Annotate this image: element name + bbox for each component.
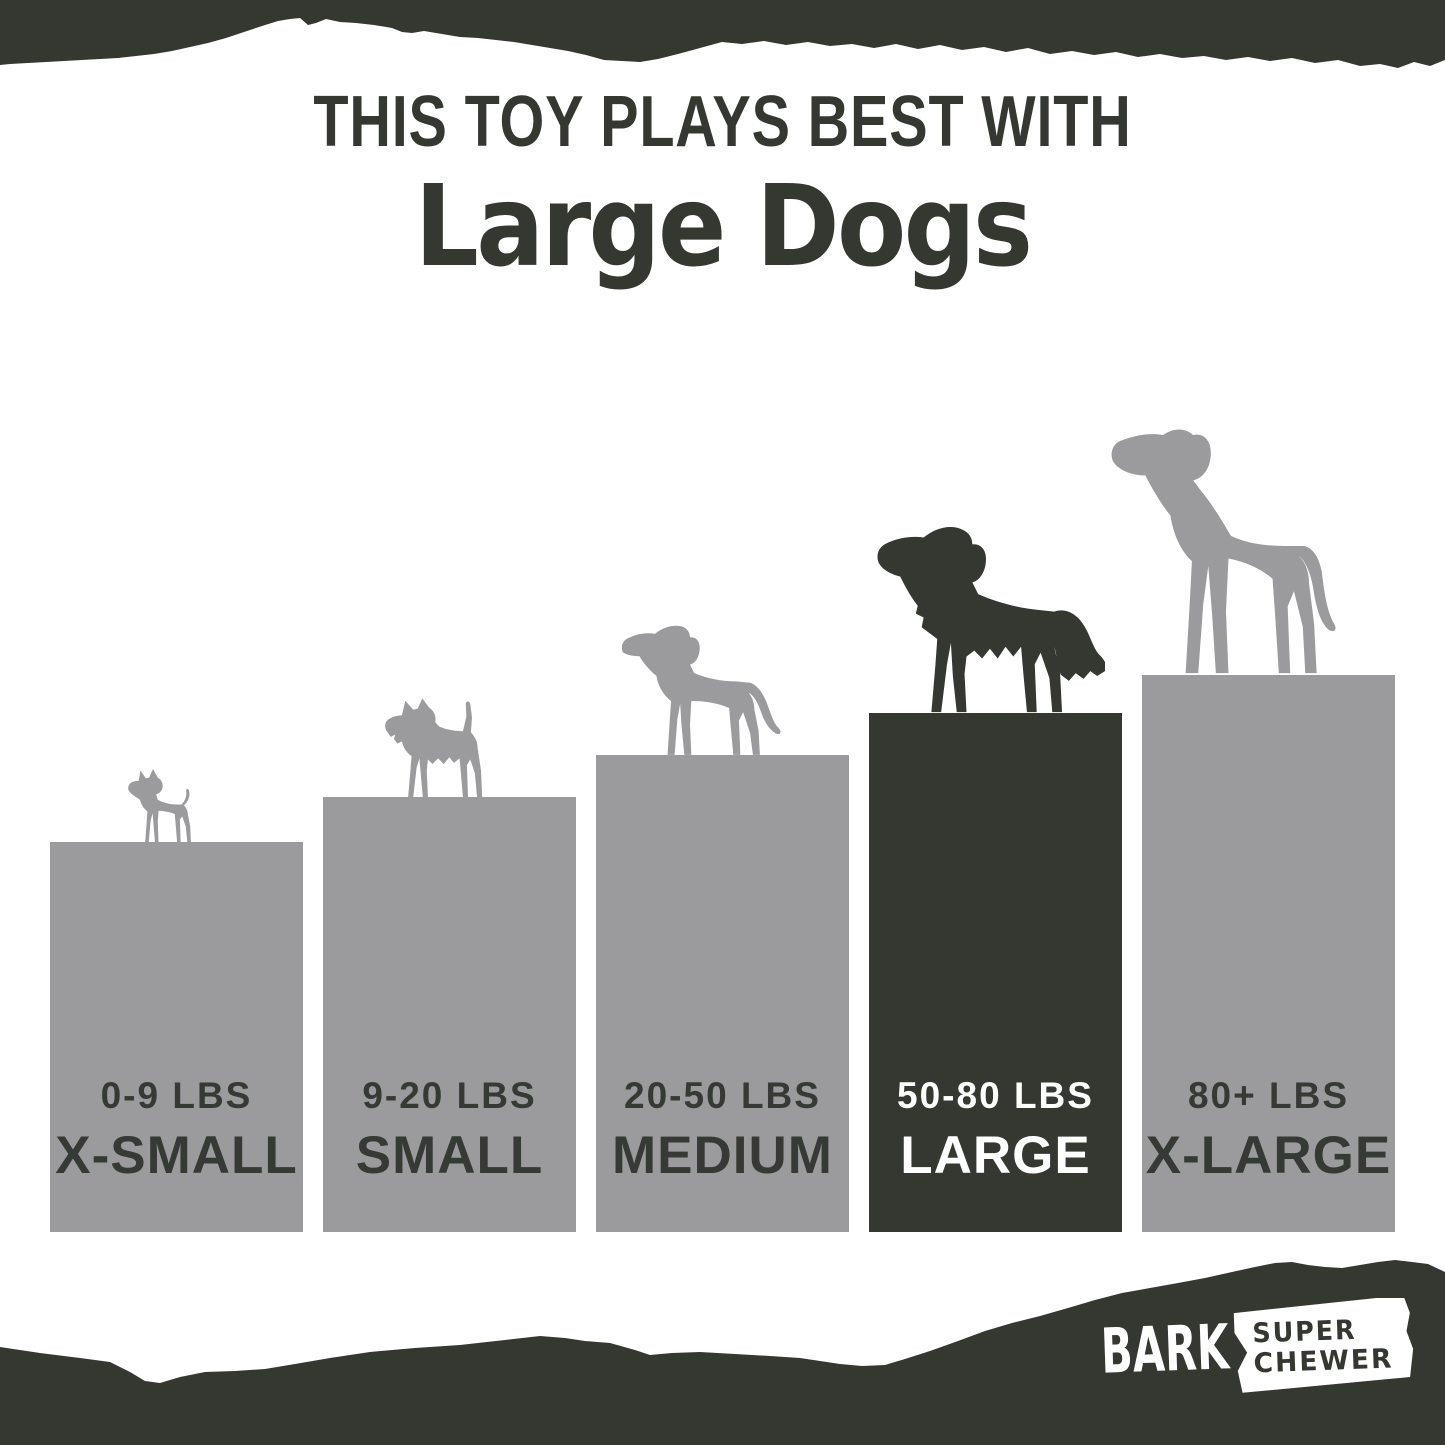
- bar-large-highlighted: 50-80 LBS LARGE: [869, 713, 1122, 1232]
- torn-paper-bottom-edge: [0, 1260, 1445, 1445]
- size-label: LARGE: [900, 1126, 1091, 1185]
- weight-range-label: 0-9 LBS: [100, 1075, 253, 1116]
- logo-super-text: SUPER: [1252, 1315, 1357, 1350]
- golden-retriever-dog-icon: [877, 527, 1105, 713]
- bar-x-small: 0-9 LBS X-SMALL: [50, 842, 303, 1232]
- chihuahua-dog-icon: [128, 768, 191, 843]
- bar-x-large: 80+ LBS X-LARGE: [1142, 675, 1395, 1232]
- bar-small: 9-20 LBS SMALL: [323, 797, 576, 1232]
- weight-range-label: 50-80 LBS: [897, 1075, 1094, 1116]
- bar-medium: 20-50 LBS MEDIUM: [596, 755, 849, 1232]
- weight-range-label: 80+ LBS: [1187, 1075, 1350, 1116]
- scottish-terrier-dog-icon: [385, 698, 483, 798]
- size-label: X-SMALL: [55, 1126, 298, 1185]
- labrador-dog-icon: [621, 625, 781, 755]
- highlighted-size-title: Large Dogs: [414, 162, 1033, 292]
- weight-range-label: 9-20 LBS: [362, 1075, 537, 1116]
- size-label: MEDIUM: [612, 1126, 833, 1185]
- size-label: SMALL: [355, 1126, 544, 1185]
- torn-paper-top-edge: [0, 0, 1445, 68]
- weight-range-label: 20-50 LBS: [624, 1075, 821, 1116]
- logo-flag-shape: [1233, 1298, 1414, 1393]
- headline: THIS TOY PLAYS BEST WITH: [313, 82, 1132, 162]
- size-label: X-LARGE: [1145, 1126, 1392, 1185]
- bark-super-chewer-logo: BARK SUPER CHEWER: [1100, 1298, 1414, 1393]
- great-dane-dog-icon: [1111, 429, 1336, 674]
- logo-chewer-text: CHEWER: [1253, 1344, 1394, 1380]
- bark-wordmark: BARK: [1100, 1310, 1232, 1387]
